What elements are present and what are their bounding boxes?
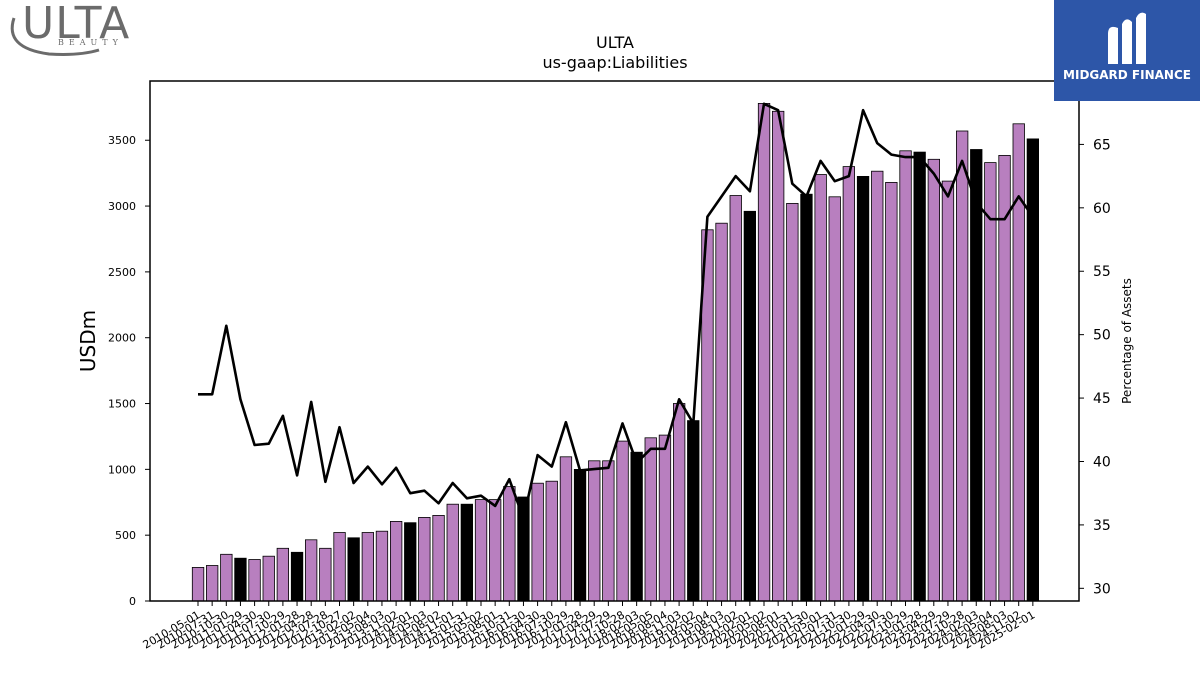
bar — [715, 222, 728, 602]
chart-title: ULTA — [596, 33, 634, 52]
y2-axis-label: Percentage of Assets — [1120, 278, 1134, 404]
line-layer — [198, 102, 1034, 520]
bar — [559, 456, 573, 602]
bar — [941, 180, 955, 602]
bars-layer — [191, 103, 1039, 602]
bar — [1026, 138, 1039, 602]
bar — [956, 130, 969, 602]
bar — [772, 110, 785, 602]
y2-tick-label: 65 — [1093, 137, 1111, 153]
bar — [998, 154, 1011, 602]
bar — [856, 175, 870, 602]
y-tick-label: 500 — [115, 529, 136, 542]
plot-frame — [149, 80, 1080, 602]
y2-tick-label: 30 — [1093, 581, 1111, 597]
y-tick-label: 3000 — [108, 200, 136, 213]
bar — [970, 149, 983, 602]
bar — [729, 195, 742, 602]
y2-tick-label: 55 — [1093, 264, 1111, 280]
bar — [673, 403, 686, 602]
y-tick-label: 2000 — [108, 332, 136, 345]
percentage-line — [198, 102, 1034, 520]
bar — [304, 539, 318, 602]
bar — [446, 503, 459, 602]
bar — [404, 522, 417, 602]
bar — [913, 151, 926, 602]
bar — [389, 521, 403, 602]
bar — [418, 517, 431, 602]
y-tick-label: 3500 — [108, 134, 136, 147]
ulta-logo-text: ULTA — [22, 0, 131, 49]
bar — [503, 486, 516, 602]
bar — [276, 547, 290, 602]
bar — [644, 437, 657, 602]
bar — [658, 434, 672, 602]
bar — [220, 553, 233, 602]
bar — [984, 162, 997, 602]
y2-tick-label: 60 — [1093, 201, 1111, 217]
bar — [432, 515, 445, 602]
bar — [234, 557, 247, 602]
y2-tick-label: 40 — [1093, 454, 1111, 470]
bar — [319, 547, 332, 602]
bar — [828, 196, 841, 602]
bar — [361, 532, 375, 602]
bar — [573, 468, 587, 602]
bar — [814, 174, 827, 602]
midgard-logo-text: MIDGARD FINANCE — [1063, 68, 1191, 82]
chart-subtitle: us-gaap:Liabilities — [542, 53, 687, 72]
y2-tick-label: 50 — [1093, 328, 1111, 344]
bar — [517, 496, 530, 602]
ulta-swoosh-icon — [10, 17, 100, 56]
bar — [885, 181, 898, 602]
y-axis-right: 30 35 40 45 50 55 60 65 — [1079, 137, 1111, 597]
y-tick-label: 2500 — [108, 266, 136, 279]
y-tick-label: 1000 — [108, 463, 136, 476]
bar — [757, 103, 771, 602]
bar — [347, 537, 360, 602]
bar — [800, 193, 813, 602]
bar — [927, 158, 940, 602]
midgard-mark-icon — [1108, 12, 1146, 65]
midgard-logo: MIDGARD FINANCE — [1054, 0, 1200, 101]
y-tick-label: 1500 — [108, 398, 136, 411]
bar — [488, 499, 502, 602]
y-axis-left: 0 500 1000 1500 2000 2500 3000 3500 — [108, 134, 150, 608]
bar — [687, 420, 700, 602]
bar — [262, 555, 275, 602]
bar — [375, 530, 389, 602]
bar — [616, 440, 629, 602]
bar — [545, 480, 558, 602]
bar — [333, 532, 346, 602]
bar — [531, 482, 544, 602]
bar — [588, 460, 601, 602]
bar — [602, 460, 615, 602]
ulta-logo: ULTA BEAUTY — [4, 0, 134, 58]
ulta-logo-subtext: BEAUTY — [58, 38, 123, 47]
bar — [842, 166, 855, 602]
bar — [191, 567, 205, 602]
y-axis-label: USDm — [76, 310, 100, 372]
bar — [290, 551, 304, 602]
bar — [474, 499, 488, 602]
bar — [899, 150, 912, 602]
bar — [786, 202, 799, 602]
y-tick-label: 0 — [129, 595, 136, 608]
bar — [743, 210, 756, 602]
bar — [630, 451, 643, 602]
bar — [460, 503, 474, 602]
bar — [248, 559, 261, 602]
bar — [871, 170, 884, 602]
y2-tick-label: 35 — [1093, 518, 1111, 534]
y2-tick-label: 45 — [1093, 391, 1111, 407]
bar — [205, 565, 219, 602]
x-axis: 2010-05-012010-07-312010-10-302011-01-29… — [141, 601, 1037, 652]
